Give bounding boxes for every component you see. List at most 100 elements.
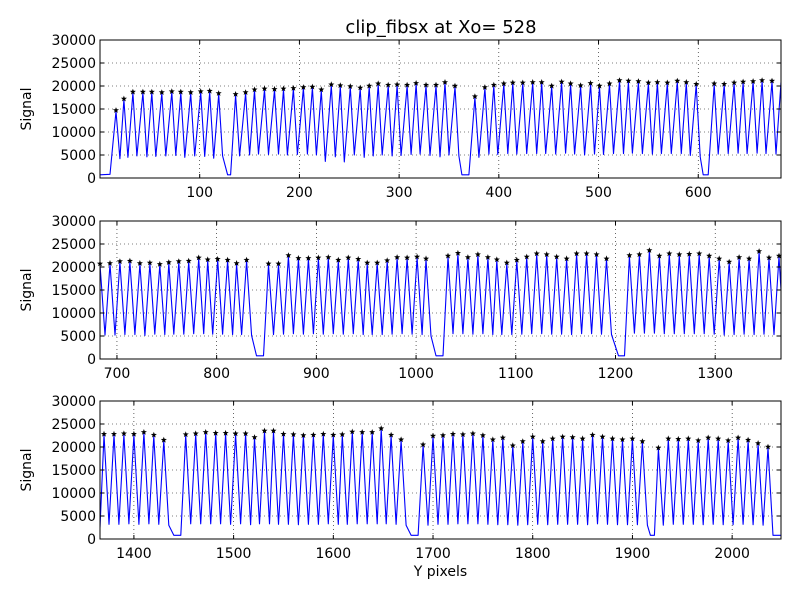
peak-marker	[214, 255, 221, 262]
peak-marker	[110, 430, 117, 437]
x-tick-label: 1700	[415, 546, 451, 562]
peak-marker	[290, 431, 297, 438]
peak-marker	[187, 89, 194, 95]
peak-marker	[357, 84, 364, 91]
peak-marker	[619, 436, 626, 443]
peak-marker	[280, 430, 287, 437]
peak-marker	[106, 260, 113, 266]
x-axis-label: Y pixels	[413, 564, 467, 580]
peak-marker	[345, 254, 352, 261]
peak-marker	[430, 432, 437, 439]
y-tick-label: 20000	[51, 79, 96, 95]
peak-marker	[474, 251, 481, 258]
x-tick-label: 1600	[315, 546, 351, 562]
peak-marker	[177, 88, 184, 95]
peak-marker	[160, 436, 167, 443]
peak-marker	[639, 438, 646, 444]
peak-marker	[120, 430, 127, 437]
y-tick-label: 30000	[51, 214, 96, 230]
y-tick-label: 30000	[51, 394, 96, 410]
peak-marker	[195, 254, 202, 261]
peak-marker	[433, 81, 440, 88]
peak-marker	[464, 254, 471, 260]
peak-marker	[606, 80, 613, 87]
peak-marker	[275, 260, 282, 267]
y-tick-label: 5000	[60, 329, 96, 345]
peak-marker	[280, 85, 287, 92]
peak-marker	[369, 429, 376, 435]
peak-marker	[629, 435, 636, 442]
peak-marker	[139, 88, 146, 95]
peak-marker	[654, 79, 661, 85]
peak-marker	[130, 430, 137, 437]
peak-marker	[192, 430, 199, 437]
peak-marker	[232, 91, 239, 97]
peak-marker	[500, 80, 507, 87]
peak-marker	[315, 254, 322, 261]
peak-marker	[300, 432, 307, 438]
peak-marker	[481, 84, 488, 90]
peak-marker	[579, 435, 586, 442]
peak-marker	[609, 435, 616, 442]
peak-marker	[388, 431, 395, 438]
peak-marker	[726, 258, 733, 265]
peak-marker	[243, 256, 250, 263]
peak-marker	[347, 83, 354, 89]
peak-marker	[750, 78, 757, 84]
y-tick-label: 5000	[60, 509, 96, 525]
peak-marker	[664, 79, 671, 86]
peak-marker	[309, 83, 316, 90]
x-tick-label: 800	[203, 366, 230, 382]
peak-marker	[725, 437, 732, 444]
peak-marker	[635, 78, 642, 84]
peak-marker	[587, 80, 594, 86]
peak-marker	[736, 254, 743, 260]
peak-marker	[711, 80, 718, 87]
peak-marker	[265, 260, 272, 267]
y-tick-label: 0	[87, 171, 96, 187]
peak-marker	[548, 82, 555, 89]
peak-marker	[675, 435, 682, 442]
peak-marker	[444, 252, 451, 259]
peak-marker	[645, 79, 652, 86]
peak-marker	[318, 86, 325, 93]
peak-marker	[577, 82, 584, 88]
peak-marker	[593, 251, 600, 258]
peak-marker	[493, 256, 500, 263]
peak-marker	[182, 431, 189, 438]
y-tick-label: 20000	[51, 260, 96, 276]
peak-marker	[529, 79, 536, 85]
peak-marker	[543, 251, 550, 258]
peak-marker	[479, 432, 486, 438]
x-tick-label: 1800	[515, 546, 551, 562]
peak-marker	[394, 254, 401, 260]
y-tick-label: 25000	[51, 417, 96, 433]
x-tick-label: 1400	[116, 546, 152, 562]
peak-marker	[696, 250, 703, 257]
peak-marker	[242, 89, 249, 95]
peak-marker	[270, 427, 277, 434]
peak-marker	[290, 85, 297, 91]
peak-marker	[596, 82, 603, 89]
peak-marker	[558, 78, 565, 85]
peak-marker	[441, 79, 448, 85]
peak-marker	[328, 81, 335, 88]
peak-marker	[404, 254, 411, 261]
peak-marker	[583, 250, 590, 257]
peak-marker	[538, 79, 545, 85]
peak-marker	[715, 435, 722, 442]
peak-marker	[616, 77, 623, 83]
peak-marker	[539, 438, 546, 444]
peak-marker	[394, 81, 401, 88]
peak-marker	[100, 430, 107, 437]
peak-marker	[140, 429, 147, 435]
peak-marker	[756, 248, 763, 254]
peak-marker	[185, 257, 192, 264]
subplot-2: 700 800 900 1000 1100 1200 1300 0 5000 10000 15000…	[19, 214, 782, 382]
x-tick-label: 1000	[398, 366, 434, 382]
x-tick-label: 300	[386, 185, 413, 201]
peak-marker	[385, 81, 392, 88]
peak-marker	[251, 434, 258, 440]
peak-marker	[158, 89, 165, 95]
